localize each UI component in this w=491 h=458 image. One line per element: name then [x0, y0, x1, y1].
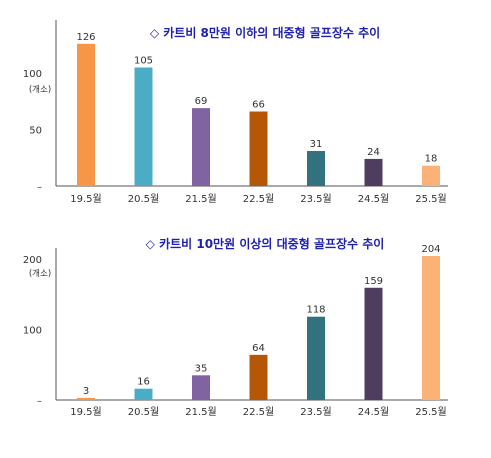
x-tick-label: 20.5월: [128, 193, 159, 205]
bar-22.5월: [249, 354, 268, 400]
bar-23.5월: [307, 151, 325, 186]
data-label: 35: [195, 363, 208, 374]
data-label: 18: [425, 154, 438, 165]
bar-24.5월: [364, 158, 383, 186]
x-tick-label: 19.5월: [70, 406, 101, 418]
y-tick-label: –: [37, 182, 42, 193]
data-label: 66: [252, 100, 265, 111]
bar-25.5월: [422, 256, 440, 400]
chart-cart-fee-under-80k: ◇ 카트비 8만원 이하의 대중형 골프장수 추이 (개소) – 50 100 126…: [23, 20, 448, 205]
bar-21.5월: [192, 375, 210, 400]
x-tick-label: 19.5월: [70, 193, 101, 205]
x-tick-label: 21.5월: [185, 193, 216, 205]
bar-25.5월: [422, 165, 440, 186]
y-tick-label: 50: [29, 126, 42, 137]
y-axis-unit-label: (개소): [29, 84, 51, 95]
y-tick-label: 200: [23, 255, 42, 266]
data-label: 16: [137, 377, 150, 388]
data-label: 118: [306, 305, 325, 316]
bar-19.5월: [77, 397, 95, 400]
data-label: 126: [76, 32, 95, 43]
x-tick-label: 24.5월: [358, 406, 389, 418]
data-label: 69: [195, 96, 208, 107]
chart-title: ◇ 카트비 10만원 이상의 대중형 골프장수 추이: [146, 236, 385, 251]
bar-24.5월: [364, 287, 383, 400]
data-label: 159: [364, 276, 383, 287]
data-label: 105: [134, 56, 153, 67]
x-tick-label: 25.5월: [415, 406, 446, 418]
bar-19.5월: [77, 43, 95, 186]
bar-20.5월: [134, 388, 153, 400]
bar-22.5월: [249, 111, 268, 186]
data-label: 204: [421, 244, 440, 255]
bar-21.5월: [192, 108, 210, 186]
x-tick-label: 25.5월: [415, 193, 446, 205]
x-tick-label: 22.5월: [243, 406, 274, 418]
x-tick-label: 21.5월: [185, 406, 216, 418]
x-tick-label: 22.5월: [243, 193, 274, 205]
bar-23.5월: [307, 316, 325, 400]
x-tick-label: 23.5월: [300, 406, 331, 418]
y-tick-label: 100: [23, 69, 42, 80]
y-axis-unit-label: (개소): [29, 268, 51, 279]
data-label: 31: [310, 139, 323, 150]
y-tick-label: 100: [23, 325, 42, 336]
bar-20.5월: [134, 67, 153, 186]
chart-title: ◇ 카트비 8만원 이하의 대중형 골프장수 추이: [150, 25, 380, 40]
x-tick-label: 23.5월: [300, 193, 331, 205]
x-tick-label: 20.5월: [128, 406, 159, 418]
data-label: 24: [367, 147, 380, 158]
x-tick-label: 24.5월: [358, 193, 389, 205]
y-tick-label: –: [37, 396, 42, 407]
data-label: 64: [252, 343, 265, 354]
data-label: 3: [83, 386, 89, 397]
chart-cart-fee-over-100k: ◇ 카트비 10만원 이상의 대중형 골프장수 추이 (개소) – 100 200 3…: [23, 236, 448, 418]
